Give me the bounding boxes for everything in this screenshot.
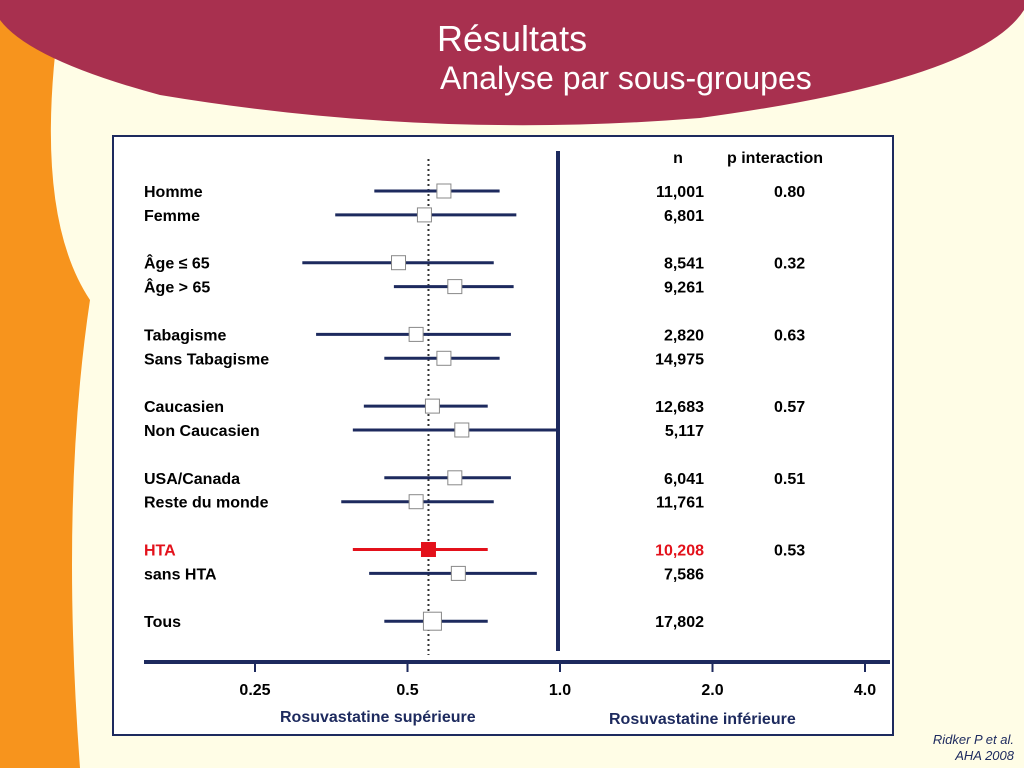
row-12-point bbox=[422, 611, 442, 631]
header-n: n bbox=[673, 150, 683, 167]
row-11-point bbox=[450, 565, 466, 581]
row-7-point bbox=[454, 422, 470, 438]
header-p-interaction: p interaction bbox=[727, 150, 823, 167]
row-5-n: 14,975 bbox=[655, 351, 704, 368]
citation: Ridker P et al. AHA 2008 bbox=[933, 732, 1014, 764]
row-7-label: Non Caucasien bbox=[144, 423, 260, 440]
row-11-n: 7,586 bbox=[664, 566, 704, 583]
row-2-label: Âge ≤ 65 bbox=[144, 254, 210, 273]
row-3-point bbox=[447, 279, 463, 295]
row-0-n: 11,001 bbox=[656, 184, 704, 201]
row-12-label: Tous bbox=[144, 614, 181, 631]
row-2-point bbox=[391, 255, 407, 271]
side-label: JUPITER bbox=[0, 346, 6, 480]
row-3-label: Âge > 65 bbox=[144, 278, 210, 297]
row-7-n: 5,117 bbox=[665, 423, 704, 440]
row-4-point bbox=[408, 326, 424, 342]
row-8-label: USA/Canada bbox=[144, 471, 240, 488]
row-0-label: Homme bbox=[144, 184, 203, 201]
row-10-n: 10,208 bbox=[655, 543, 704, 560]
row-10-label: HTA bbox=[144, 543, 176, 560]
row-1-point bbox=[416, 207, 432, 223]
x-tick-label-4: 4.0 bbox=[854, 682, 876, 699]
slide-subtitle: Analyse par sous-groupes bbox=[440, 60, 812, 96]
row-11-label: sans HTA bbox=[144, 566, 217, 583]
row-0-p: 0.80 bbox=[774, 184, 805, 201]
row-6-point bbox=[424, 398, 440, 414]
row-2-p: 0.32 bbox=[774, 256, 805, 273]
row-6-n: 12,683 bbox=[655, 399, 704, 416]
row-1-n: 6,801 bbox=[664, 208, 704, 225]
x-label-right: Rosuvastatine inférieure bbox=[609, 711, 796, 728]
row-1-label: Femme bbox=[144, 208, 200, 225]
row-9-n: 11,761 bbox=[656, 495, 704, 512]
row-4-label: Tabagisme bbox=[144, 327, 227, 344]
row-0-point bbox=[436, 183, 452, 199]
row-8-point bbox=[447, 470, 463, 486]
row-9-label: Reste du monde bbox=[144, 495, 269, 512]
row-6-p: 0.57 bbox=[774, 399, 805, 416]
x-tick-label-2: 1.0 bbox=[549, 682, 571, 699]
x-tick-label-0: 0.25 bbox=[239, 682, 270, 699]
forest-plot: n p interaction Homme 11,001 0.80 Femme 6,801 Â… bbox=[144, 150, 890, 728]
x-tick-label-3: 2.0 bbox=[701, 682, 723, 699]
row-5-label: Sans Tabagisme bbox=[144, 351, 269, 368]
row-10-p: 0.53 bbox=[774, 543, 805, 560]
row-4-p: 0.63 bbox=[774, 327, 805, 344]
x-label-left: Rosuvastatine supérieure bbox=[280, 709, 476, 726]
row-2-n: 8,541 bbox=[664, 256, 704, 273]
row-6-label: Caucasien bbox=[144, 399, 224, 416]
slide-title: Résultats bbox=[437, 18, 588, 59]
top-banner bbox=[0, 0, 1024, 126]
row-5-point bbox=[436, 350, 452, 366]
row-9-point bbox=[408, 494, 424, 510]
row-10-point bbox=[420, 542, 436, 557]
row-3-n: 9,261 bbox=[664, 280, 704, 297]
row-8-p: 0.51 bbox=[774, 471, 805, 488]
orange-side-band bbox=[0, 0, 90, 768]
citation-authors: Ridker P et al. bbox=[932, 732, 1014, 747]
citation-source: AHA 2008 bbox=[955, 748, 1014, 763]
row-4-n: 2,820 bbox=[664, 327, 704, 344]
row-8-n: 6,041 bbox=[664, 471, 704, 488]
row-12-n: 17,802 bbox=[655, 614, 704, 631]
x-tick-label-1: 0.5 bbox=[396, 682, 418, 699]
chart-panel bbox=[112, 135, 894, 736]
